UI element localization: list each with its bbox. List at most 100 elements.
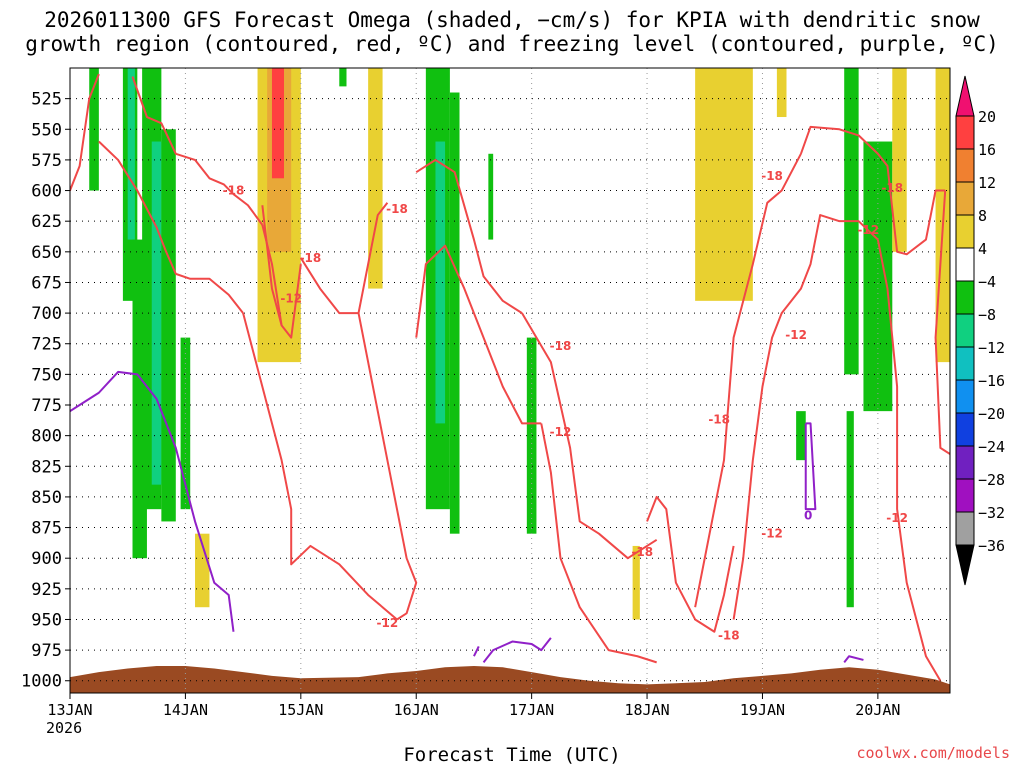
colorbar-segment bbox=[955, 478, 975, 513]
contour-label: -18 bbox=[386, 202, 408, 216]
colorbar-label: 20 bbox=[978, 108, 996, 126]
contour-line bbox=[732, 214, 879, 620]
colorbar-label: 4 bbox=[978, 240, 987, 258]
omega-shade-cell bbox=[151, 141, 162, 485]
omega-shade-cell bbox=[863, 141, 893, 412]
omega-shade-cell bbox=[127, 68, 135, 240]
colorbar-label: 8 bbox=[978, 207, 987, 225]
contour-line bbox=[242, 312, 398, 621]
colorbar-label: −4 bbox=[978, 273, 996, 291]
omega-shade-cell bbox=[695, 68, 753, 301]
contour-label: -12 bbox=[761, 527, 783, 541]
colorbar-segment bbox=[955, 214, 975, 249]
colorbar-segment bbox=[955, 445, 975, 480]
contour-line bbox=[843, 655, 864, 663]
y-tick-label: 775 bbox=[31, 396, 62, 416]
omega-shade-cell bbox=[435, 141, 446, 424]
omega-shade-cell bbox=[796, 411, 806, 461]
omega-shade-cell bbox=[368, 68, 383, 289]
contour-line bbox=[694, 153, 802, 608]
contour-label: -18 bbox=[708, 413, 730, 427]
y-tick-label: 1000 bbox=[21, 672, 62, 692]
contour-label: -12 bbox=[550, 425, 572, 439]
colorbar-label: −8 bbox=[978, 306, 996, 324]
contour-label: -18 bbox=[881, 181, 903, 195]
y-tick-label: 925 bbox=[31, 580, 62, 600]
contour-label: -18 bbox=[300, 251, 322, 265]
omega-shade-cell bbox=[195, 533, 210, 608]
omega-shade-cell bbox=[526, 337, 537, 534]
omega-shade-cell bbox=[776, 68, 787, 118]
colorbar-segment bbox=[955, 346, 975, 381]
colorbar-segment bbox=[955, 412, 975, 447]
colorbar-label: −24 bbox=[978, 438, 1005, 456]
contour-label: -18 bbox=[223, 184, 245, 198]
colorbar-segment bbox=[955, 115, 975, 150]
x-tick-label: 13JAN bbox=[47, 701, 92, 719]
contour-line bbox=[473, 645, 480, 657]
omega-shade-cell bbox=[846, 411, 854, 608]
y-tick-label: 700 bbox=[31, 304, 62, 324]
contour-line bbox=[415, 158, 523, 314]
terrain-area bbox=[70, 666, 950, 693]
x-tick-label: 17JAN bbox=[509, 701, 554, 719]
y-tick-label: 850 bbox=[31, 488, 62, 508]
colorbar-label: −16 bbox=[978, 372, 1005, 390]
colorbar-segment bbox=[955, 379, 975, 414]
omega-shade-cell bbox=[488, 153, 494, 240]
contour-label: 0 bbox=[804, 508, 812, 522]
chart-title-line-1: 2026011300 GFS Forecast Omega (shaded, −… bbox=[44, 8, 980, 32]
contour-label: -18 bbox=[718, 628, 740, 642]
x-tick-label: 16JAN bbox=[394, 701, 439, 719]
colorbar-label: −20 bbox=[978, 405, 1005, 423]
x-tick-label: 15JAN bbox=[278, 701, 323, 719]
x-axis-title: Forecast Time (UTC) bbox=[403, 744, 621, 766]
colorbar-bottom-arrow bbox=[955, 544, 975, 586]
contour-line bbox=[934, 190, 950, 455]
y-tick-label: 750 bbox=[31, 365, 62, 385]
credit-text: coolwx.com/models bbox=[856, 744, 1010, 762]
contour-line bbox=[415, 244, 542, 425]
colorbar-segment bbox=[955, 511, 975, 546]
colorbar-label: −32 bbox=[978, 504, 1005, 522]
colorbar-label: 16 bbox=[978, 141, 996, 159]
omega-shade-cell bbox=[892, 68, 907, 252]
contour-line bbox=[482, 637, 552, 663]
y-tick-label: 675 bbox=[31, 273, 62, 293]
y-tick-label: 550 bbox=[31, 120, 62, 140]
contour-label: -12 bbox=[280, 291, 302, 305]
x-tick-label: 19JAN bbox=[740, 701, 785, 719]
y-tick-label: 800 bbox=[31, 427, 62, 447]
contour-line bbox=[540, 423, 657, 664]
contour-line bbox=[876, 239, 942, 682]
y-tick-label: 900 bbox=[31, 549, 62, 569]
y-tick-label: 950 bbox=[31, 610, 62, 630]
colorbar-label: −28 bbox=[978, 471, 1005, 489]
contour-label: -12 bbox=[857, 223, 879, 237]
contour-label: -12 bbox=[886, 511, 908, 525]
omega-shade-cell bbox=[632, 545, 640, 620]
y-tick-label: 650 bbox=[31, 243, 62, 263]
contour-line bbox=[261, 224, 283, 326]
contour-line bbox=[357, 312, 418, 621]
x-tick-label: 18JAN bbox=[624, 701, 669, 719]
colorbar-label: −12 bbox=[978, 339, 1005, 357]
chart-title-line-2: growth region (contoured, red, ºC) and f… bbox=[25, 32, 999, 56]
x-tick-label: 14JAN bbox=[163, 701, 208, 719]
colorbar-label: −36 bbox=[978, 537, 1005, 555]
y-tick-label: 575 bbox=[31, 151, 62, 171]
contour-label: -18 bbox=[761, 169, 783, 183]
y-tick-label: 525 bbox=[31, 90, 62, 110]
contour-line bbox=[804, 422, 817, 511]
colorbar-segment bbox=[955, 181, 975, 216]
colorbar-segment bbox=[955, 247, 975, 282]
contour-label: -12 bbox=[785, 328, 807, 342]
colorbar-segment bbox=[955, 313, 975, 348]
contour-line bbox=[799, 125, 946, 256]
colorbar-label: 12 bbox=[978, 174, 996, 192]
contour-label: -18 bbox=[631, 545, 653, 559]
y-tick-label: 725 bbox=[31, 335, 62, 355]
contour-line bbox=[261, 205, 302, 339]
x-tick-label: 20JAN bbox=[855, 701, 900, 719]
